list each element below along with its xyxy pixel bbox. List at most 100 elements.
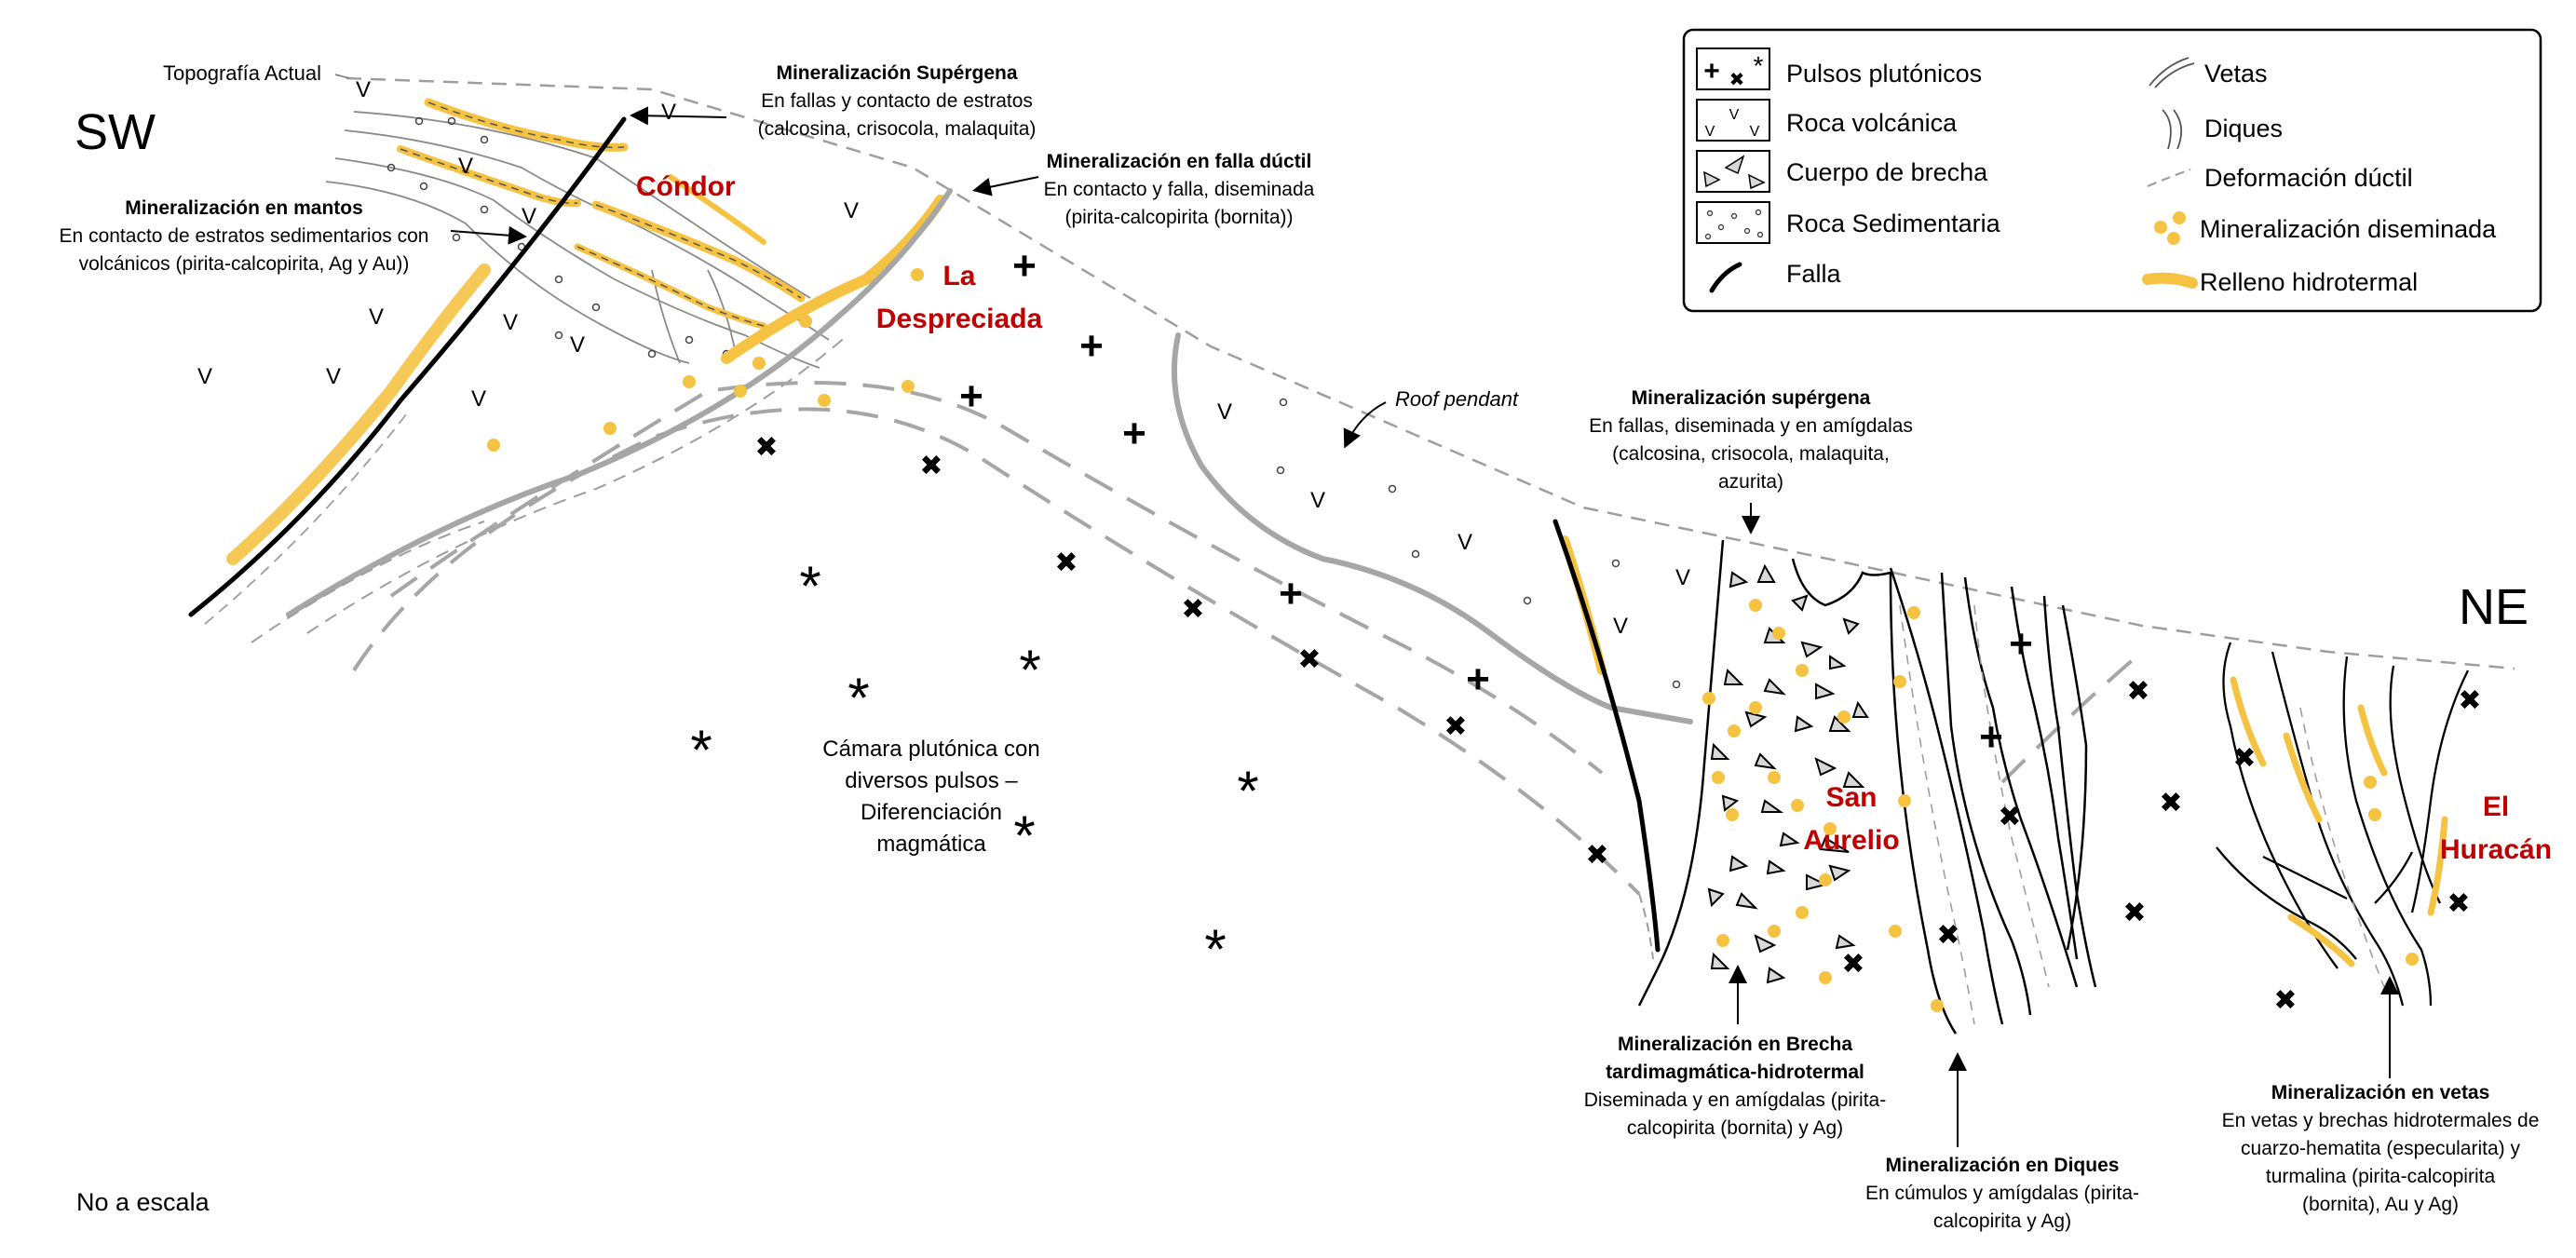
volcanic-symbol: V bbox=[1675, 565, 1690, 590]
plutonic-star-symbol: * bbox=[690, 719, 712, 781]
svg-text:V: V bbox=[1705, 124, 1715, 140]
svg-text:En fallas y contacto de estrat: En fallas y contacto de estratos bbox=[761, 90, 1033, 112]
disseminated-mineralization-dots bbox=[487, 268, 2419, 1012]
deposit-san-aurelio-line1: San bbox=[1825, 782, 1877, 813]
plutonic-star-symbol: * bbox=[1237, 760, 1258, 822]
svg-text:En contacto y falla, diseminad: En contacto y falla, diseminada bbox=[1044, 179, 1315, 200]
deposit-el-huracan-line2: Huracán bbox=[2440, 834, 2552, 865]
svg-text:(calcosina, crisocola, malaqui: (calcosina, crisocola, malaquita, bbox=[1612, 443, 1890, 465]
volcanic-symbol: V bbox=[1457, 530, 1472, 555]
svg-text:Mineralización supérgena: Mineralización supérgena bbox=[1632, 387, 1871, 409]
topography-leader bbox=[334, 74, 350, 79]
ductile-deformation-icon bbox=[2147, 168, 2191, 188]
plutonic-plus-symbol: + bbox=[959, 373, 983, 419]
annotation-ductile-fault: Mineralización en falla dúctil En contac… bbox=[1044, 151, 1315, 228]
annotation-breccia: Mineralización en Brecha tardimagmática-… bbox=[1584, 1034, 1886, 1139]
ductile-deformation-1 bbox=[306, 334, 848, 634]
svg-text:volcánicos (pirita-calcopirita: volcánicos (pirita-calcopirita, Ag y Au)… bbox=[79, 253, 410, 275]
topography-line bbox=[346, 76, 2515, 670]
plutonic-star-symbols: * * * * * * * bbox=[690, 555, 1258, 981]
plutonic-star-symbol: * bbox=[1204, 918, 1226, 981]
plutonic-plus-symbol: + bbox=[1012, 243, 1037, 289]
svg-text:En vetas y brechas hidrotermal: En vetas y brechas hidrotermales de bbox=[2222, 1110, 2540, 1131]
sedimentary-dots-roof bbox=[1276, 398, 1681, 689]
plutonic-plus-symbols: + + + + + + + + bbox=[959, 243, 2033, 760]
sedimentary-rock-icon bbox=[1696, 201, 1770, 244]
legend-label-veins: Vetas bbox=[2204, 60, 2268, 88]
svg-text:(bornita), Au y Ag): (bornita), Au y Ag) bbox=[2302, 1194, 2459, 1215]
svg-text:cuarzo-hematita (especularita): cuarzo-hematita (especularita) y bbox=[2241, 1138, 2520, 1159]
svg-text:Diferenciación: Diferenciación bbox=[861, 800, 1002, 825]
huracan-hydrothermal-fill bbox=[2230, 676, 2448, 967]
volcanic-symbol: V bbox=[369, 304, 384, 330]
legend-label-sedimentary-rock: Roca Sedimentaria bbox=[1786, 210, 2001, 237]
volcanic-symbol: V bbox=[1310, 488, 1325, 513]
volcanic-symbol: V bbox=[356, 77, 371, 102]
volcanic-symbol: V bbox=[844, 198, 859, 223]
plutonic-plus-symbol: + bbox=[2009, 621, 2033, 667]
volcanic-symbol: V bbox=[458, 154, 473, 179]
svg-text:(pirita-calcopirita (bornita)): (pirita-calcopirita (bornita)) bbox=[1064, 207, 1293, 228]
dikes-icon bbox=[2162, 109, 2183, 150]
volcanic-symbol: V bbox=[326, 364, 341, 389]
plutonic-star-symbol: * bbox=[1019, 639, 1040, 701]
plutonic-cross-symbol: ✖ bbox=[1936, 920, 1959, 951]
deposit-condor: Cóndor bbox=[636, 171, 736, 202]
san-aurelio-fault bbox=[1552, 519, 1661, 953]
plutonic-plus-symbol: + bbox=[1279, 571, 1303, 616]
plutonic-cross-symbol: ✖ bbox=[919, 451, 942, 481]
svg-text:tardimagmática-hidrotermal: tardimagmática-hidrotermal bbox=[1606, 1062, 1864, 1083]
plutonic-cross-symbols: ✖ ✖ ✖ ✖ ✖ ✖ ✖ ✖ ✖ ✖ ✖ ✖ ✖ ✖ ✖ ✖ ✖ bbox=[754, 432, 2481, 1016]
plutonic-cross-symbol: ✖ bbox=[1181, 594, 1204, 625]
leader-arrows bbox=[450, 106, 2399, 1147]
condor-fault bbox=[188, 116, 627, 617]
plutonic-cross-symbol: ✖ bbox=[1585, 840, 1608, 871]
svg-text:*: * bbox=[1754, 51, 1764, 80]
dike-deformation bbox=[1899, 604, 2050, 1025]
san-aurelio-fault-deformation bbox=[1638, 893, 1654, 960]
plutonic-cross-symbol: ✖ bbox=[1444, 711, 1467, 742]
plutonic-cross-symbol: ✖ bbox=[2126, 676, 2149, 707]
breccia-body-icon bbox=[1696, 150, 1770, 193]
svg-text:calcopirita (bornita) y Ag): calcopirita (bornita) y Ag) bbox=[1627, 1117, 1843, 1139]
svg-text:V: V bbox=[1750, 124, 1760, 140]
breccia-fragments bbox=[1707, 563, 1869, 984]
deposit-la-despreciada-line1: La bbox=[942, 261, 975, 291]
svg-text:Cámara plutónica con: Cámara plutónica con bbox=[822, 737, 1039, 762]
plutonic-cross-symbol: ✖ bbox=[2159, 788, 2182, 818]
ductile-fault bbox=[286, 188, 953, 617]
plutonic-star-symbol: * bbox=[799, 555, 820, 617]
plutonic-plus-symbol: + bbox=[1079, 323, 1104, 369]
svg-text:azurita): azurita) bbox=[1718, 471, 1783, 493]
plutonic-cross-symbol: ✖ bbox=[2232, 743, 2256, 774]
roof-pendant-label: Roof pendant bbox=[1395, 387, 1519, 411]
svg-text:Mineralización en vetas: Mineralización en vetas bbox=[2271, 1082, 2490, 1103]
veins-icon bbox=[2149, 57, 2195, 88]
volcanic-rock-icon: V V V bbox=[1696, 99, 1770, 142]
svg-text:+: + bbox=[1703, 56, 1720, 87]
plutonic-cross-symbol: ✖ bbox=[754, 432, 778, 463]
annotation-supergene-mid: Mineralización supérgena En fallas, dise… bbox=[1589, 387, 1913, 493]
fault-icon bbox=[1709, 262, 1742, 293]
deposit-el-huracan-line1: El bbox=[2483, 791, 2509, 822]
huracan-deformation bbox=[2299, 707, 2385, 988]
plutonic-cross-symbol: ✖ bbox=[1841, 949, 1864, 980]
volcanic-symbol: V bbox=[661, 100, 676, 125]
legend-label-breccia-body: Cuerpo de brecha bbox=[1786, 158, 1988, 186]
svg-text:✖: ✖ bbox=[1729, 70, 1745, 90]
hydrothermal-fill-icon bbox=[2142, 272, 2198, 289]
legend-label-volcanic-rock: Roca volcánica bbox=[1786, 109, 1958, 137]
svg-text:(calcosina, crisocola, malaqui: (calcosina, crisocola, malaquita) bbox=[758, 118, 1037, 140]
volcanic-symbol: V bbox=[1217, 399, 1232, 425]
huracan-veins bbox=[2216, 642, 2470, 1007]
svg-text:magmática: magmática bbox=[876, 832, 986, 857]
plutonic-cross-symbol: ✖ bbox=[1998, 802, 2021, 832]
legend-label-plutonic-pulses: Pulsos plutónicos bbox=[1786, 60, 1982, 88]
svg-text:En cúmulos y amígdalas (pirita: En cúmulos y amígdalas (pirita- bbox=[1865, 1183, 2139, 1204]
condor-fault-deformation bbox=[204, 409, 411, 625]
plutonic-cross-symbol: ✖ bbox=[2122, 898, 2146, 928]
svg-text:Diseminada y en amígdalas (pir: Diseminada y en amígdalas (pirita- bbox=[1584, 1089, 1886, 1111]
plutonic-cross-symbol: ✖ bbox=[2458, 685, 2481, 716]
scale-note: No a escala bbox=[76, 1188, 210, 1216]
